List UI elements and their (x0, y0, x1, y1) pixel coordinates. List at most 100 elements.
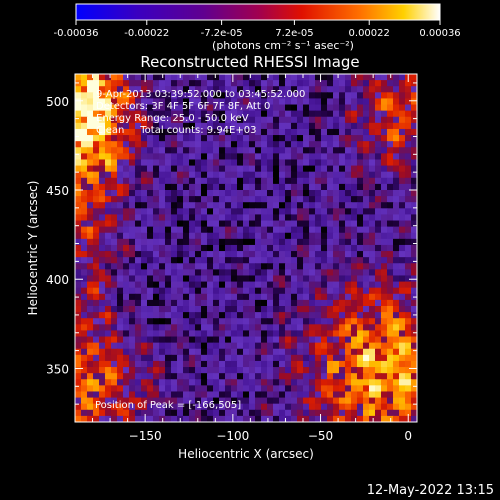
heatmap-cell (189, 397, 196, 405)
heatmap-cell (99, 92, 106, 100)
heatmap-cell (333, 232, 340, 240)
heatmap-cell (141, 80, 148, 87)
heatmap-cell (303, 214, 310, 222)
heatmap-cell (315, 275, 322, 283)
heatmap-cell (363, 251, 370, 258)
heatmap-cell (117, 293, 124, 301)
heatmap-cell (411, 354, 417, 362)
heatmap-cell (93, 190, 100, 197)
heatmap-cell (261, 330, 268, 338)
heatmap-cell (135, 299, 142, 307)
heatmap-cell (147, 312, 154, 319)
heatmap-cell (375, 110, 382, 118)
heatmap-cell (273, 165, 280, 173)
heatmap-cell (153, 318, 160, 325)
heatmap-cell (75, 196, 82, 203)
heatmap-cell (369, 141, 376, 148)
heatmap-cell (309, 348, 316, 356)
heatmap-cell (183, 104, 190, 112)
heatmap-cell (129, 330, 136, 338)
heatmap-cell (129, 214, 136, 222)
heatmap-cell (177, 177, 184, 185)
heatmap-cell (231, 330, 238, 338)
heatmap-cell (321, 306, 328, 313)
heatmap-cell (309, 135, 316, 142)
heatmap-cell (279, 80, 286, 87)
heatmap-cell (393, 391, 400, 399)
heatmap-cell (333, 141, 340, 148)
heatmap-cell (297, 336, 304, 344)
heatmap-cell (405, 110, 412, 118)
heatmap-cell (237, 74, 244, 81)
heatmap-cell (219, 415, 226, 422)
heatmap-cell (261, 238, 268, 246)
heatmap-cell (123, 367, 130, 374)
heatmap-cell (243, 238, 250, 246)
heatmap-cell (315, 74, 322, 81)
heatmap-cell (339, 306, 346, 313)
heatmap-cell (135, 141, 142, 148)
heatmap-cell (339, 244, 346, 252)
heatmap-cell (285, 202, 292, 209)
heatmap-cell (363, 257, 370, 264)
heatmap-cell (279, 299, 286, 307)
heatmap-cell (297, 171, 304, 179)
heatmap-cell (261, 360, 268, 368)
heatmap-cell (405, 104, 412, 112)
heatmap-cell (399, 147, 406, 154)
heatmap-cell (387, 269, 394, 277)
heatmap-cell (159, 116, 166, 124)
heatmap-cell (243, 116, 250, 124)
heatmap-cell (285, 293, 292, 301)
heatmap-cell (111, 220, 118, 228)
heatmap-cell (273, 244, 280, 252)
heatmap-cell (405, 403, 412, 411)
heatmap-cell (141, 415, 148, 422)
heatmap-cell (225, 116, 232, 124)
heatmap-cell (81, 306, 88, 313)
heatmap-cell (393, 257, 400, 264)
heatmap-cell (357, 74, 364, 81)
heatmap-cell (231, 281, 238, 289)
heatmap-cell (249, 306, 256, 313)
heatmap-cell (75, 385, 82, 393)
heatmap-cell (297, 324, 304, 332)
heatmap-cell (231, 269, 238, 277)
heatmap-cell (153, 110, 160, 118)
heatmap-cell (255, 287, 262, 295)
heatmap-cell (135, 92, 142, 100)
heatmap-cell (387, 208, 394, 216)
heatmap-cell (321, 415, 328, 422)
heatmap-cell (105, 80, 112, 87)
heatmap-cell (135, 220, 142, 228)
heatmap-cell (231, 159, 238, 167)
heatmap-cell (321, 177, 328, 185)
heatmap-cell (147, 214, 154, 222)
heatmap-cell (333, 342, 340, 350)
heatmap-cell (159, 202, 166, 209)
heatmap-cell (159, 287, 166, 295)
heatmap-cell (87, 238, 94, 246)
heatmap-cell (117, 415, 124, 422)
heatmap-cell (81, 147, 88, 154)
heatmap-cell (237, 196, 244, 203)
heatmap-cell (291, 98, 298, 106)
heatmap-cell (291, 342, 298, 350)
heatmap-cell (285, 177, 292, 185)
heatmap-cell (255, 92, 262, 100)
heatmap-cell (309, 257, 316, 264)
heatmap-cell (291, 403, 298, 411)
heatmap-cell (393, 415, 400, 422)
heatmap-cell (243, 379, 250, 386)
heatmap-cell (153, 208, 160, 216)
heatmap-cell (207, 104, 214, 112)
heatmap-cell (105, 183, 112, 191)
heatmap-cell (399, 226, 406, 234)
heatmap-cell (327, 202, 334, 209)
heatmap-cell (117, 74, 124, 81)
heatmap-cell (195, 92, 202, 100)
heatmap-cell (381, 104, 388, 112)
heatmap-cell (153, 80, 160, 87)
heatmap-cell (231, 104, 238, 112)
heatmap-cell (411, 238, 417, 246)
